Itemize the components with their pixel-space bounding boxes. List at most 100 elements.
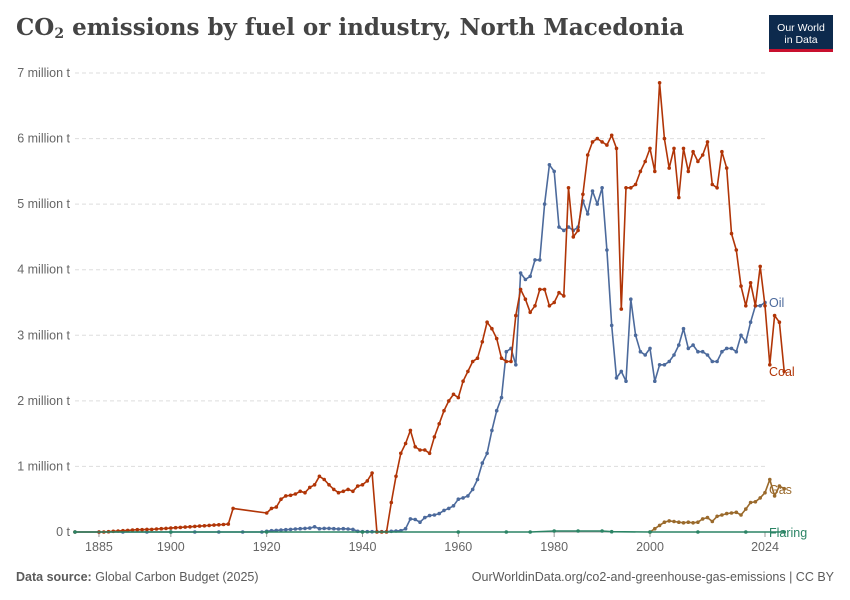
coal-point-82 [514,313,518,318]
oil-point-13 [284,527,288,532]
coal-point-87 [538,287,542,292]
footer-url[interactable]: OurWorldinData.org/co2-and-greenhouse-ga… [471,570,834,584]
oil-point-26 [346,527,350,531]
gas-point-12 [705,515,710,520]
flaring-point-9 [600,529,604,533]
coal-point-88 [542,287,547,292]
coal-point-22 [197,524,202,528]
oil-point-56 [490,428,494,433]
coal-point-42 [322,477,327,482]
coal-point-28 [226,522,231,526]
coal-point-90 [552,300,556,305]
oil-point-50 [461,496,465,500]
grid-lines [75,72,765,467]
coal-point-117 [681,146,686,151]
flaring-point-2 [264,530,269,534]
coal-label: Coal [769,365,795,379]
coal-point-97 [585,153,590,157]
coal-point-123 [710,182,715,187]
oil-point-109 [744,340,748,344]
oil-point-46 [442,508,446,513]
oil-point-25 [341,526,346,531]
coal-point-74 [475,356,480,361]
coal-point-67 [442,408,446,413]
oil-point-51 [466,494,470,498]
coal-point-110 [648,146,652,151]
coal-point-36 [293,492,298,496]
gas-point-22 [753,500,758,504]
gas-point-6 [677,520,681,524]
coal-point-17 [173,525,178,530]
oil-point-48 [451,504,456,508]
coal-point-70 [456,395,461,400]
y-axis: 0 t 1 million t 2 million t 3 million t 4 mi… [17,66,70,539]
oil-point-58 [499,395,504,400]
coal-point-81 [509,359,513,364]
y-tick-label-1: 1 million t [17,459,70,473]
coal-point-41 [317,474,322,479]
oil-point-19 [312,525,317,529]
coal-point-99 [595,136,600,141]
x-tick-label-4: 1960 [444,540,472,554]
oil-point-83 [619,369,624,374]
flaring-point-7 [552,529,556,533]
gas-label: Gas [769,483,792,497]
coal-point-135 [768,363,772,367]
logo-accent-bar [769,49,833,52]
y-tick-label-6: 6 million t [17,132,70,146]
oil-point-89 [648,346,652,351]
oil-point-101 [705,353,710,357]
oil-point-69 [552,169,556,174]
coal-point-131 [748,281,753,285]
gas-point-18 [734,510,739,515]
coal-point-57 [394,474,398,479]
y-tick-label-7: 7 million t [17,66,70,80]
flaring-point-5 [504,530,509,534]
oil-point-102 [710,359,715,364]
oil-point-62 [518,271,523,275]
x-tick-label-6: 2000 [636,540,664,554]
coal-point-46 [341,489,346,494]
coal-point-91 [557,290,561,295]
flaring-point-6 [528,530,532,534]
gas-point-15 [720,513,724,517]
owid-logo[interactable]: Our World in Data [769,15,833,52]
oil-point-90 [653,379,657,384]
coal-point-77 [490,326,494,331]
coal-point-120 [696,159,700,164]
coal-point-37 [298,489,303,494]
coal-point-119 [691,149,695,154]
coal-point-61 [413,445,418,449]
coal-point-103 [614,146,619,151]
coal-point-89 [547,304,552,308]
coal-point-136 [772,313,777,318]
oil-point-64 [528,274,532,279]
oil-point-87 [638,349,643,354]
coal-point-66 [437,422,442,426]
oil-point-47 [447,506,451,511]
oil-point-97 [686,346,691,351]
coal-point-51 [365,479,370,483]
coal-point-29 [231,506,235,511]
coal-point-133 [758,264,762,269]
coal-point-94 [571,235,576,239]
oil-point-22 [327,526,331,531]
coal-point-124 [715,186,719,190]
coal-point-75 [480,340,485,344]
flaring-point-13 [744,530,748,534]
coal-point-85 [528,310,532,315]
oil-point-38 [403,526,408,531]
coal-point-68 [447,399,451,403]
gas-point-8 [686,520,691,524]
coal-point-118 [686,169,691,174]
coal-point-47 [346,487,350,492]
coal-point-76 [485,320,489,325]
coal-point-102 [609,133,614,138]
flaring-line [75,530,785,533]
gas-point-14 [715,514,719,519]
coal-point-64 [427,451,432,456]
coal-point-137 [777,320,782,325]
coal-point-50 [360,483,365,487]
gas-point-28 [782,486,786,491]
coal-point-38 [303,490,307,495]
